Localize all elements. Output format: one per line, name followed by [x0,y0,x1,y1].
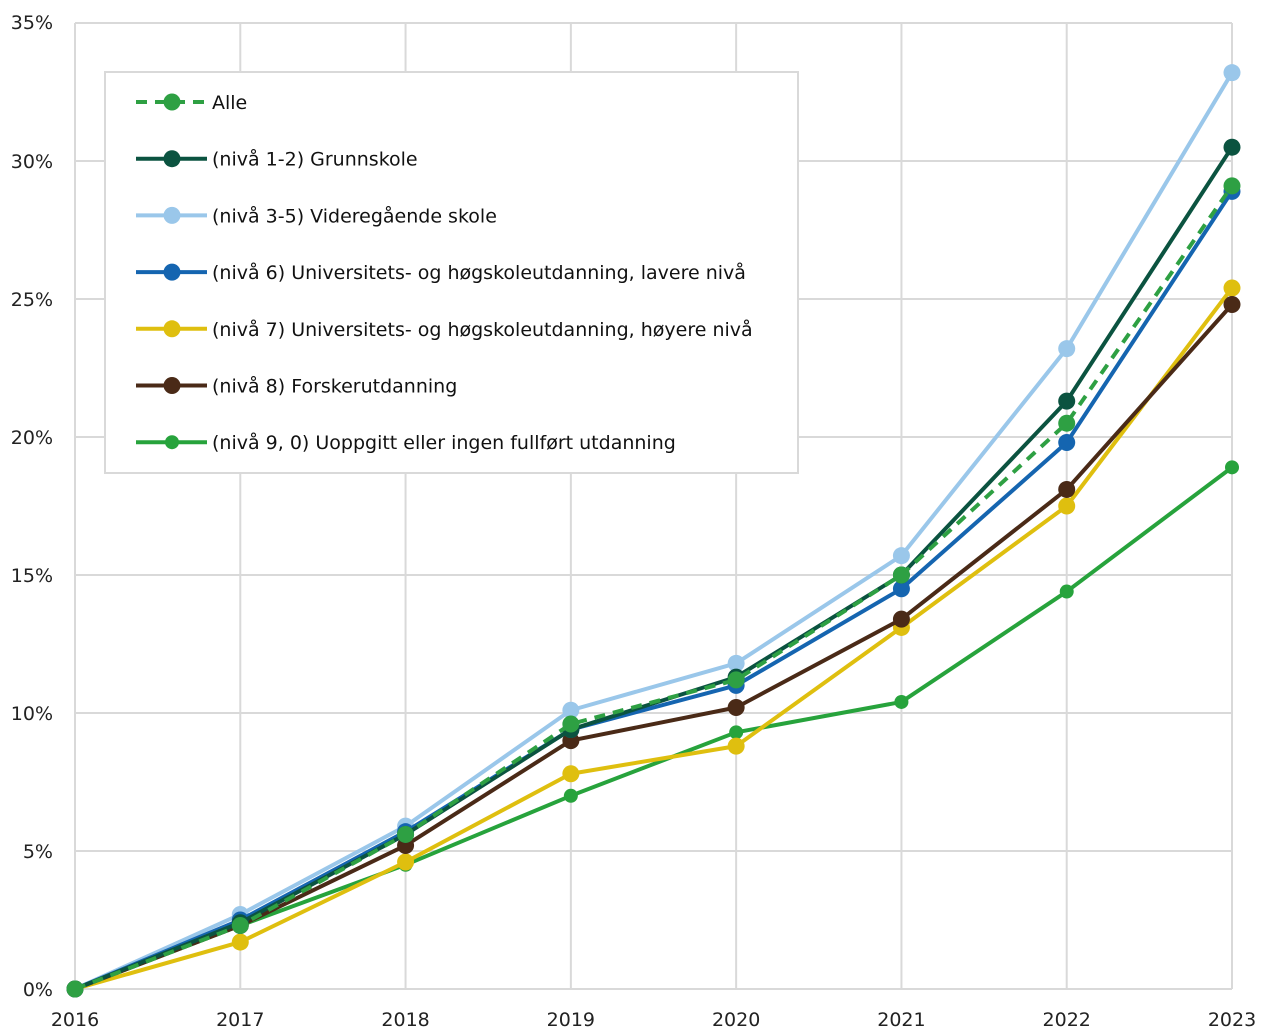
legend-swatch-marker [163,150,181,168]
data-point [562,765,580,783]
y-tick-label: 30% [11,151,53,173]
y-tick-label: 25% [11,289,53,311]
legend-item: (nivå 7) Universitets- og høgskoleutdann… [136,318,753,341]
legend-swatch-marker [163,206,181,224]
legend-item: (nivå 9, 0) Uoppgitt eller ingen fullfør… [136,431,676,454]
x-tick-label: 2020 [712,1009,760,1030]
series-group [66,64,1241,998]
data-point [1058,480,1076,498]
series-line [73,285,1234,991]
data-point [892,566,910,584]
data-point [397,853,415,871]
legend-swatch-marker [163,377,181,394]
data-point [397,825,415,843]
data-point [1223,64,1241,82]
legend-label: (nivå 9, 0) Uoppgitt eller ingen fullfør… [212,431,676,454]
data-point [1058,414,1076,432]
legend: Alle (nivå 1-2) Grunnskole (nivå 3-5) Vide… [104,71,799,474]
legend-item: (nivå 3-5) Videregående skole [136,204,497,227]
legend-label: (nivå 7) Universitets- og høgskoleutdann… [212,318,753,341]
x-axis-tick-labels: 2016 2017 2018 2019 2020 2021 2022 2023 [51,1009,1256,1030]
data-point [231,933,249,951]
x-tick-label: 2016 [51,1009,99,1030]
legend-label: (nivå 6) Universitets- og høgskoleutdann… [212,261,746,284]
series-line [73,189,1234,991]
data-point [1058,392,1076,410]
x-tick-label: 2019 [547,1009,595,1030]
data-point [894,694,909,709]
x-tick-label: 2021 [877,1009,925,1030]
series-line [73,70,1234,991]
data-point [1058,434,1076,452]
legend-label: Alle [212,92,247,114]
y-tick-label: 10% [11,703,53,725]
x-tick-label: 2017 [216,1009,264,1030]
data-point [1223,177,1241,195]
y-tick-label: 15% [11,565,53,587]
x-tick-label: 2018 [381,1009,429,1030]
legend-swatch-marker [163,93,181,111]
data-point [727,698,745,716]
legend-item: (nivå 1-2) Grunnskole [136,148,418,171]
data-point [892,610,910,628]
data-point [727,671,745,689]
x-tick-label: 2022 [1043,1009,1091,1030]
legend-label: (nivå 1-2) Grunnskole [212,148,418,171]
data-point [563,788,578,803]
y-tick-label: 35% [11,12,53,34]
legend-swatch-marker [163,320,181,338]
data-point [231,917,249,935]
data-point [727,737,745,755]
data-point [66,980,84,998]
legend-item: (nivå 6) Universitets- og høgskoleutdann… [136,261,746,284]
data-point [1223,138,1241,156]
legend-swatch-marker [165,435,179,450]
legend-label: (nivå 3-5) Videregående skole [212,204,497,227]
series-line [73,302,1234,991]
data-point [1225,460,1239,475]
x-tick-label: 2023 [1208,1009,1256,1030]
data-point [1058,340,1076,358]
legend-item: (nivå 8) Forskerutdanning [136,375,457,398]
data-point [1058,497,1076,515]
data-point [1223,296,1241,314]
data-point [892,580,910,598]
data-point [1059,584,1074,599]
series-line [73,465,1234,991]
data-point [892,547,910,565]
data-point [727,654,745,672]
data-point [1223,279,1241,297]
y-tick-label: 5% [23,841,53,863]
data-point [562,715,580,733]
series-0 [66,177,1241,998]
data-point [729,725,744,740]
legend-swatch-marker [163,263,181,281]
data-point [562,701,580,719]
series-line [74,184,1234,991]
y-axis-tick-labels: 0% 5% 10% 15% 20% 25% 30% 35% [11,12,53,1001]
legend-box [104,71,799,474]
legend-item: Alle [136,92,247,114]
y-tick-label: 20% [11,427,53,449]
y-tick-label: 0% [23,979,53,1001]
legend-label: (nivå 8) Forskerutdanning [212,375,457,398]
